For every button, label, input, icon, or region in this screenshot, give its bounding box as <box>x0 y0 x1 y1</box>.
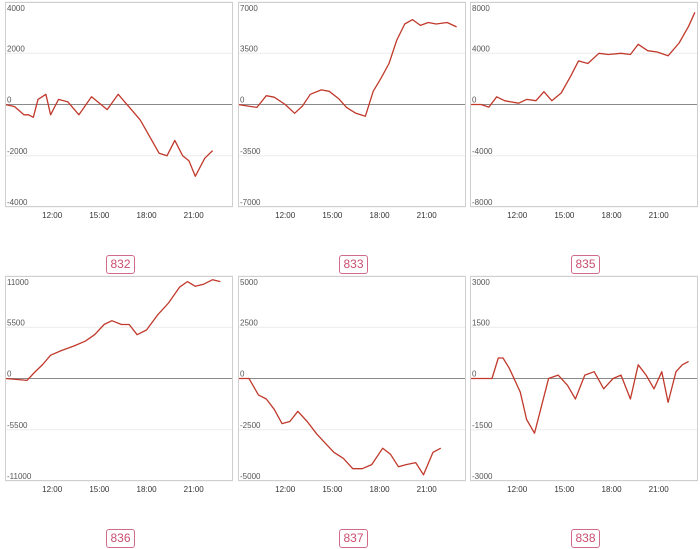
chart-id-badge: 837 <box>339 529 368 548</box>
y-tick-label: -1500 <box>472 421 493 430</box>
chart-id-badge: 835 <box>571 255 600 274</box>
chart-panel-3: 8000 4000 0 -4000 -8000 12:00 15:00 18:00 21:00 … <box>470 1 698 274</box>
plot-frame <box>5 2 233 207</box>
y-tick-label: 0 <box>472 370 477 379</box>
x-tick-label: 15:00 <box>554 485 575 494</box>
series-line <box>4 279 221 382</box>
y-tick-label: 4000 <box>7 4 25 13</box>
plot-frame <box>238 276 466 481</box>
x-tick-label: 15:00 <box>554 211 575 220</box>
x-tick-label: 12:00 <box>42 485 63 494</box>
y-tick-label: 2000 <box>7 44 25 53</box>
x-tick-label: 15:00 <box>322 211 343 220</box>
y-tick-label: -3000 <box>472 472 493 481</box>
y-tick-label: -8000 <box>472 198 493 207</box>
x-tick-label: 15:00 <box>89 211 110 220</box>
y-tick-label: -4000 <box>7 198 28 207</box>
y-tick-label: 7000 <box>240 4 258 13</box>
y-tick-label: -3500 <box>240 147 261 156</box>
y-tick-label: 3500 <box>240 44 258 53</box>
chart-panel-5: 5000 2500 0 -2500 -5000 12:00 15:00 18:00 21:00 … <box>238 275 466 548</box>
series-line <box>470 12 696 108</box>
y-tick-label: -11000 <box>7 472 32 481</box>
y-tick-label: 0 <box>472 96 477 105</box>
y-tick-label: 0 <box>240 370 245 379</box>
x-tick-label: 12:00 <box>42 211 63 220</box>
series-line <box>238 377 442 476</box>
chart-id-badge: 838 <box>571 529 600 548</box>
y-tick-label: 0 <box>7 96 12 105</box>
y-tick-label: 0 <box>240 96 245 105</box>
chart-panel-1: 4000 2000 0 -2000 -4000 12:00 15:00 18:00 21:00 … <box>4 1 233 274</box>
y-tick-label: -5000 <box>240 472 261 481</box>
chart-svg: 11000 5500 0 -5500 -11000 12:00 15:00 18:00 21:0… <box>4 275 233 494</box>
y-tick-label: 8000 <box>472 4 490 13</box>
x-tick-label: 12:00 <box>507 211 528 220</box>
y-tick-label: -2000 <box>7 147 28 156</box>
plot-frame <box>238 2 466 207</box>
x-tick-label: 18:00 <box>602 211 623 220</box>
x-tick-label: 21:00 <box>184 211 205 220</box>
x-tick-label: 21:00 <box>417 485 438 494</box>
y-tick-label: 11000 <box>7 278 29 287</box>
y-tick-label: -4000 <box>472 147 493 156</box>
y-tick-label: 5000 <box>240 278 258 287</box>
y-tick-label: -5500 <box>7 421 28 430</box>
x-tick-label: 18:00 <box>137 211 158 220</box>
x-tick-label: 21:00 <box>417 211 438 220</box>
plot-frame <box>5 276 233 481</box>
series-line <box>237 18 457 117</box>
chart-panel-2: 7000 3500 0 -3500 -7000 12:00 15:00 18:00 21:00 … <box>237 1 466 274</box>
series-line <box>470 357 689 434</box>
y-tick-label: -7000 <box>240 198 261 207</box>
chart-svg: 8000 4000 0 -4000 -8000 12:00 15:00 18:00 21:00 <box>470 1 698 220</box>
chart-svg: 7000 3500 0 -3500 -7000 12:00 15:00 18:00 21:00 <box>237 1 466 220</box>
x-tick-label: 18:00 <box>602 485 623 494</box>
chart-id-badge: 833 <box>339 255 368 274</box>
x-tick-label: 12:00 <box>275 211 296 220</box>
x-tick-label: 12:00 <box>275 485 296 494</box>
y-tick-label: 2500 <box>240 318 258 327</box>
chart-panel-6: 3000 1500 0 -1500 -3000 12:00 15:00 18:00 21:00 … <box>470 275 698 548</box>
y-tick-label: 1500 <box>472 318 490 327</box>
plot-frame <box>470 276 698 481</box>
x-tick-label: 15:00 <box>322 485 343 494</box>
x-tick-label: 15:00 <box>89 485 110 494</box>
series-line <box>4 93 214 177</box>
chart-svg: 5000 2500 0 -2500 -5000 12:00 15:00 18:00 21:00 <box>238 275 466 494</box>
x-tick-label: 12:00 <box>507 485 528 494</box>
chart-panel-4: 11000 5500 0 -5500 -11000 12:00 15:00 18:00 21:0… <box>4 275 233 548</box>
x-tick-label: 18:00 <box>137 485 158 494</box>
x-tick-label: 18:00 <box>370 485 391 494</box>
x-tick-label: 21:00 <box>184 485 205 494</box>
x-tick-label: 21:00 <box>649 485 670 494</box>
chart-svg: 3000 1500 0 -1500 -3000 12:00 15:00 18:00 21:00 <box>470 275 698 494</box>
chart-svg: 4000 2000 0 -2000 -4000 12:00 15:00 18:00 21:00 <box>4 1 233 220</box>
x-tick-label: 18:00 <box>370 211 391 220</box>
y-tick-label: 0 <box>7 370 12 379</box>
y-tick-label: 3000 <box>472 278 490 287</box>
y-tick-label: 4000 <box>472 44 490 53</box>
plot-frame <box>470 2 698 207</box>
y-tick-label: 5500 <box>7 318 25 327</box>
x-tick-label: 21:00 <box>649 211 670 220</box>
chart-id-badge: 836 <box>106 529 135 548</box>
y-tick-label: -2500 <box>240 421 261 430</box>
chart-id-badge: 832 <box>106 255 135 274</box>
